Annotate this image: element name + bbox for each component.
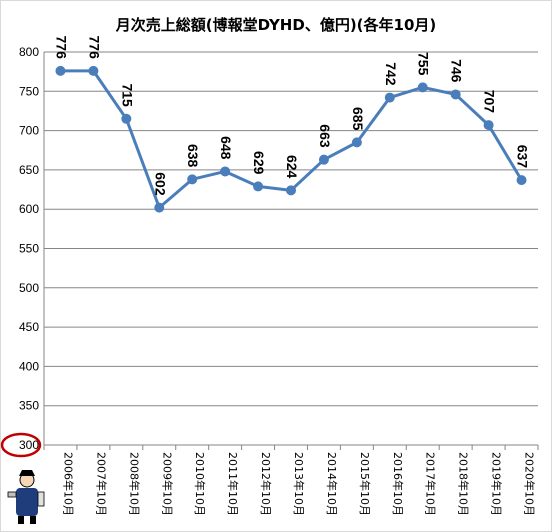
data-point: [88, 65, 99, 76]
y-min-highlight-circle: [0, 432, 42, 458]
series-layer: [55, 65, 527, 213]
x-tick-label: 2011年10月: [226, 452, 240, 516]
x-tick-label: 2018年10月: [457, 452, 471, 516]
x-tick-label: 2016年10月: [391, 452, 405, 516]
y-tick-label: 750: [19, 84, 39, 98]
data-point: [121, 113, 132, 124]
y-tick-label: 650: [19, 163, 39, 177]
data-point: [187, 174, 198, 185]
data-point: [351, 137, 362, 148]
data-label: 776: [53, 36, 69, 60]
y-tick-label: 600: [19, 202, 39, 216]
data-point: [450, 89, 461, 100]
y-tick-label: 350: [19, 399, 39, 413]
y-tick-label: 300: [19, 438, 39, 452]
data-point: [220, 166, 231, 177]
data-point: [516, 175, 527, 186]
x-tick-label: 2013年10月: [292, 452, 306, 516]
x-tick-label: 2019年10月: [490, 452, 504, 516]
mascot-icon: [7, 470, 45, 524]
data-point: [154, 202, 165, 213]
data-point: [417, 82, 428, 93]
data-label: 638: [185, 144, 201, 168]
data-label: 685: [350, 107, 366, 131]
y-tick-label: 450: [19, 320, 39, 334]
x-tick-label: 2009年10月: [160, 452, 174, 516]
data-label: 755: [416, 52, 432, 76]
data-label: 629: [251, 151, 267, 175]
data-point: [318, 154, 329, 165]
data-point: [384, 92, 395, 103]
y-tick-label: 800: [19, 45, 39, 59]
label-layer: 776 776 715 602 638 648 629 624 663 685 742 755 746 7…: [53, 36, 530, 196]
x-tick-label: 2006年10月: [61, 452, 75, 516]
data-label: 602: [152, 172, 168, 196]
y-tick-label: 400: [19, 359, 39, 373]
data-label: 707: [482, 90, 498, 114]
data-label: 624: [284, 155, 300, 179]
x-tick-label: 2010年10月: [193, 452, 207, 516]
data-point: [483, 120, 494, 131]
data-point: [286, 185, 296, 196]
data-label: 663: [317, 124, 333, 148]
data-label: 637: [515, 145, 531, 169]
x-tick-label: 2008年10月: [127, 452, 141, 516]
x-tick-label: 2017年10月: [424, 452, 438, 516]
data-label: 715: [119, 83, 135, 107]
x-tick-label: 2012年10月: [259, 452, 273, 516]
y-tick-label: 550: [19, 242, 39, 256]
data-label: 648: [218, 136, 234, 160]
data-label: 742: [383, 62, 399, 86]
x-tick-label: 2007年10月: [94, 452, 108, 516]
axis-layer: 300 350 400 450 500 550 600 650 700 750 800 2006年10…: [19, 45, 539, 516]
data-label: 776: [86, 36, 102, 60]
x-tick-label: 2015年10月: [358, 452, 372, 516]
data-label: 746: [449, 59, 465, 83]
x-tick-label: 2014年10月: [325, 452, 339, 516]
chart-title: 月次売上総額(博報堂DYHD、億円)(各年10月): [115, 16, 437, 34]
y-tick-label: 500: [19, 281, 39, 295]
y-tick-label: 700: [19, 124, 39, 138]
data-point: [55, 65, 66, 76]
x-tick-label: 2020年10月: [523, 452, 537, 516]
data-point: [253, 181, 264, 192]
